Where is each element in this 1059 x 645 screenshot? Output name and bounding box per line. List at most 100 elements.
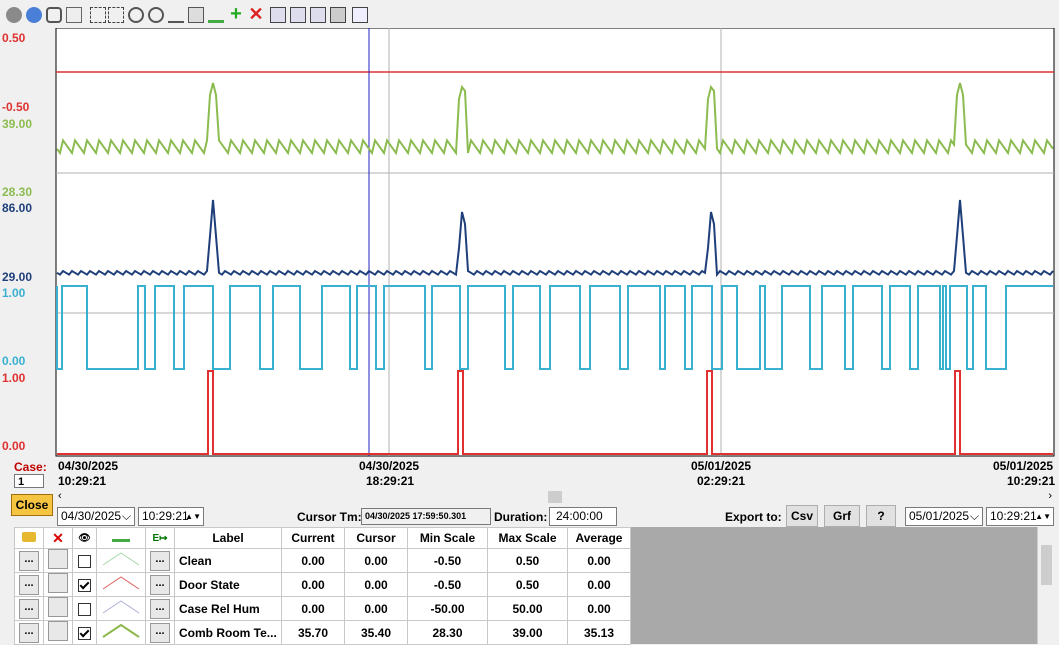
y-label-comb-max: 39.00 bbox=[2, 117, 33, 131]
row-cursor: 0.00 bbox=[344, 572, 408, 597]
layout3-icon[interactable] bbox=[310, 7, 326, 23]
row-menu-button[interactable]: ... bbox=[19, 622, 39, 643]
row-max-scale[interactable]: 50.00 bbox=[487, 596, 568, 621]
spinner-icon[interactable]: ▲▼ bbox=[185, 512, 201, 521]
average-column-header[interactable]: Average bbox=[567, 527, 631, 549]
trend-chart[interactable] bbox=[0, 28, 1059, 458]
duration-field[interactable]: 24:00:00 bbox=[549, 507, 617, 526]
print-icon[interactable] bbox=[330, 7, 346, 23]
line-preview[interactable] bbox=[101, 575, 141, 591]
export-label: Export to: bbox=[725, 510, 782, 524]
row-label: Comb Room Te... bbox=[174, 620, 282, 645]
row-max-scale[interactable]: 0.50 bbox=[487, 572, 568, 597]
play-icon[interactable] bbox=[6, 7, 22, 23]
x-label-time: 18:29:21 bbox=[366, 474, 415, 488]
export-csv-button[interactable]: Csv bbox=[786, 505, 818, 527]
table-row[interactable]: ... ... Case Rel Hum 0.00 0.00 -50.00 50… bbox=[14, 596, 631, 621]
row-min-scale[interactable]: -50.00 bbox=[407, 596, 488, 621]
current-column-header[interactable]: Current bbox=[281, 527, 345, 549]
min-scale-column-header[interactable]: Min Scale bbox=[407, 527, 488, 549]
export-grf-button[interactable]: Grf bbox=[824, 505, 860, 527]
row-current: 0.00 bbox=[281, 548, 345, 573]
folder-icon[interactable] bbox=[14, 527, 44, 549]
scrollbar-thumb[interactable] bbox=[548, 491, 562, 503]
link-icon[interactable] bbox=[46, 7, 62, 23]
scroll-right-arrow-icon[interactable]: › bbox=[1048, 490, 1052, 502]
row-blank-button[interactable] bbox=[48, 621, 68, 641]
image-icon[interactable] bbox=[352, 7, 368, 23]
chevron-down-icon: ⌵ bbox=[121, 509, 131, 523]
case-number-field[interactable]: 1 bbox=[14, 474, 44, 488]
visibility-checkbox[interactable] bbox=[78, 554, 91, 568]
x-label-time: 10:29:21 bbox=[58, 474, 107, 488]
y-label-defrost-max: 1.00 bbox=[2, 371, 26, 385]
label-column-header[interactable]: Label bbox=[174, 527, 282, 549]
visibility-checkbox[interactable] bbox=[78, 626, 91, 640]
row-menu-button[interactable]: ... bbox=[19, 574, 39, 595]
chevron-down-icon: ⌵ bbox=[969, 509, 979, 523]
line-preview[interactable] bbox=[101, 623, 141, 639]
layout1-icon[interactable] bbox=[270, 7, 286, 23]
row-menu-button[interactable]: ... bbox=[19, 550, 39, 571]
visibility-checkbox[interactable] bbox=[78, 578, 91, 592]
export-column-icon[interactable]: E↦ bbox=[145, 527, 175, 549]
row-current: 0.00 bbox=[281, 596, 345, 621]
marker-icon[interactable] bbox=[208, 7, 224, 23]
spinner-icon[interactable]: ▲▼ bbox=[1035, 512, 1051, 521]
zoom-fit-icon[interactable] bbox=[108, 7, 124, 23]
table-row[interactable]: ... ... Door State 0.00 0.00 -0.50 0.50 … bbox=[14, 572, 631, 597]
zoom-select-icon[interactable] bbox=[66, 7, 82, 23]
pan-icon[interactable] bbox=[168, 7, 184, 23]
x-label-date: 05/01/2025 bbox=[691, 459, 752, 473]
close-button[interactable]: Close bbox=[11, 494, 53, 516]
visibility-checkbox[interactable] bbox=[78, 602, 91, 616]
horizontal-scrollbar[interactable]: ‹ › bbox=[56, 490, 1054, 504]
line-preview[interactable] bbox=[101, 599, 141, 615]
y-label-case-max: 86.00 bbox=[2, 201, 33, 215]
row-min-scale[interactable]: 28.30 bbox=[407, 620, 488, 645]
help-button[interactable]: ? bbox=[866, 505, 896, 527]
comb-room-temp-series-line bbox=[56, 82, 1054, 156]
row-menu-button[interactable]: ... bbox=[19, 598, 39, 619]
table-icon[interactable] bbox=[188, 7, 204, 23]
row-blank-button[interactable] bbox=[48, 573, 68, 593]
color-menu-button[interactable]: ... bbox=[150, 574, 170, 595]
pause-icon[interactable] bbox=[26, 7, 42, 23]
table-row[interactable]: ... ... Comb Room Te... 35.70 35.40 28.3… bbox=[14, 620, 631, 645]
delete-icon[interactable]: ✕ bbox=[248, 4, 264, 24]
zoom-in-icon[interactable] bbox=[128, 7, 144, 23]
color-menu-button[interactable]: ... bbox=[150, 598, 170, 619]
row-blank-button[interactable] bbox=[48, 549, 68, 569]
row-min-scale[interactable]: -0.50 bbox=[407, 572, 488, 597]
row-blank-button[interactable] bbox=[48, 597, 68, 617]
line-preview[interactable] bbox=[101, 551, 141, 567]
eye-icon: 👁 bbox=[72, 527, 97, 549]
color-menu-button[interactable]: ... bbox=[150, 622, 170, 643]
y-label-defrost-min: 0.00 bbox=[2, 439, 26, 453]
add-icon[interactable]: + bbox=[230, 3, 242, 25]
start-date-picker[interactable]: 04/30/2025 ⌵ bbox=[57, 507, 135, 526]
vertical-scrollbar-thumb[interactable] bbox=[1041, 545, 1052, 585]
max-scale-column-header[interactable]: Max Scale bbox=[487, 527, 568, 549]
duration-label: Duration: bbox=[494, 510, 548, 524]
table-row[interactable]: ... ... Clean 0.00 0.00 -0.50 0.50 0.00 bbox=[14, 548, 631, 573]
row-max-scale[interactable]: 39.00 bbox=[487, 620, 568, 645]
color-menu-button[interactable]: ... bbox=[150, 550, 170, 571]
row-cursor: 0.00 bbox=[344, 596, 408, 621]
y-label-case-min: 29.00 bbox=[2, 270, 33, 284]
scroll-left-arrow-icon[interactable]: ‹ bbox=[58, 490, 62, 502]
zoom-out-icon[interactable] bbox=[148, 7, 164, 23]
end-time-field[interactable]: 10:29:21 ▲▼ bbox=[986, 507, 1054, 526]
cursor-column-header[interactable]: Cursor bbox=[344, 527, 408, 549]
end-date-picker[interactable]: 05/01/2025 ⌵ bbox=[905, 507, 983, 526]
delete-column-icon[interactable]: ✕ bbox=[43, 527, 73, 549]
row-max-scale[interactable]: 0.50 bbox=[487, 548, 568, 573]
x-label-time: 02:29:21 bbox=[697, 474, 746, 488]
row-cursor: 0.00 bbox=[344, 548, 408, 573]
row-min-scale[interactable]: -0.50 bbox=[407, 548, 488, 573]
layout2-icon[interactable] bbox=[290, 7, 306, 23]
vertical-scrollbar[interactable] bbox=[1037, 527, 1055, 644]
start-time-field[interactable]: 10:29:21 ▲▼ bbox=[138, 507, 204, 526]
row-label: Door State bbox=[174, 572, 282, 597]
zoom-region-icon[interactable] bbox=[90, 7, 106, 23]
